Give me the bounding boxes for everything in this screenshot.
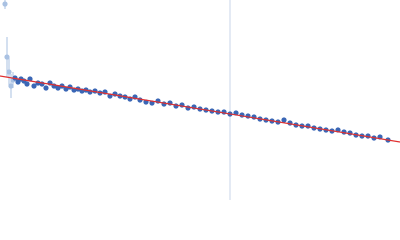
data-point <box>43 85 49 91</box>
excluded-point <box>2 1 8 7</box>
excluded-point <box>6 69 12 75</box>
data-point <box>281 117 287 123</box>
data-point <box>251 114 257 120</box>
data-point <box>24 81 30 87</box>
excluded-point <box>4 54 10 60</box>
chart <box>0 0 400 200</box>
data-point <box>55 85 61 91</box>
fit-line <box>0 75 400 143</box>
excluded-point <box>8 83 14 89</box>
data-point <box>31 83 37 89</box>
